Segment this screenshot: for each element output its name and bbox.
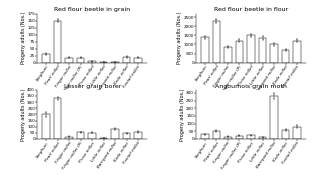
Bar (236, 136, 243, 139)
Y-axis label: Progeny adults (Nos.): Progeny adults (Nos.) (177, 12, 182, 64)
Bar (100, 138, 107, 139)
Title: Angoumois grain moth: Angoumois grain moth (215, 84, 287, 89)
Bar (100, 62, 107, 63)
Bar (213, 21, 220, 63)
Bar (123, 57, 130, 63)
Bar (213, 131, 220, 139)
Bar (201, 134, 209, 139)
Bar (77, 132, 85, 139)
Bar (54, 98, 61, 139)
Bar (282, 130, 289, 139)
Bar (259, 38, 266, 63)
Y-axis label: Progeny adults (Nos.): Progeny adults (Nos.) (21, 12, 26, 64)
Bar (247, 35, 255, 63)
Bar (270, 44, 278, 63)
Bar (89, 133, 96, 139)
Bar (77, 58, 85, 63)
Bar (89, 61, 96, 63)
Bar (293, 127, 301, 139)
Title: Lesser grain borer: Lesser grain borer (64, 84, 121, 89)
Title: Red flour beetle in grain: Red flour beetle in grain (54, 7, 130, 12)
Bar (282, 50, 289, 63)
Bar (134, 58, 142, 63)
Bar (201, 37, 209, 63)
Bar (224, 137, 232, 139)
Bar (236, 41, 243, 63)
Bar (134, 132, 142, 139)
Bar (42, 114, 50, 139)
Bar (123, 133, 130, 139)
Bar (259, 137, 266, 139)
Bar (42, 54, 50, 63)
Bar (66, 58, 73, 63)
Bar (111, 62, 119, 63)
Y-axis label: Progeny adults (Nos.): Progeny adults (Nos.) (21, 88, 26, 141)
Bar (66, 136, 73, 139)
Y-axis label: Progeny adults (Nos.): Progeny adults (Nos.) (180, 88, 185, 141)
Bar (270, 96, 278, 139)
Bar (224, 47, 232, 63)
Bar (54, 20, 61, 63)
Title: Red flour beetle in flour: Red flour beetle in flour (214, 7, 288, 12)
Bar (247, 135, 255, 139)
Bar (111, 129, 119, 139)
Bar (293, 41, 301, 63)
